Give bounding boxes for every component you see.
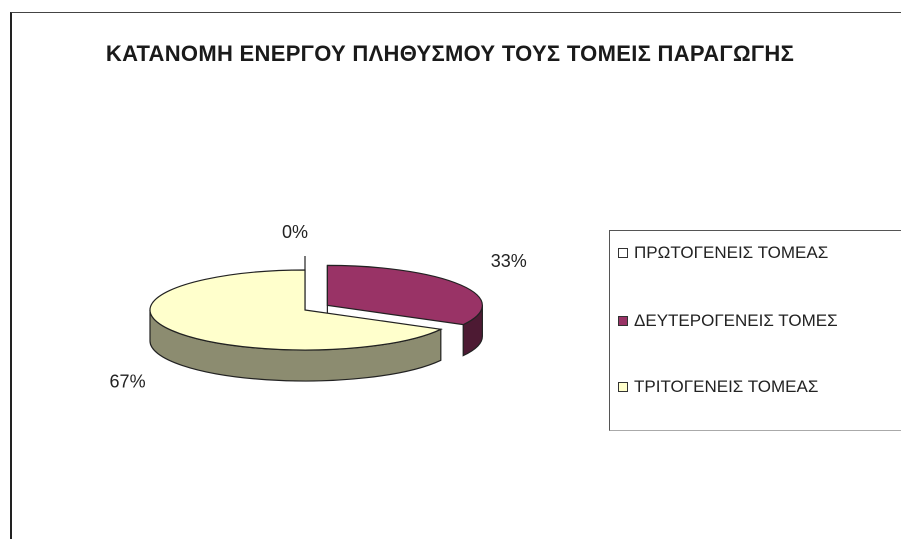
pie-tops (149, 256, 483, 351)
chart-frame (10, 12, 901, 539)
chart-title: ΚΑΤΑΝΟΜΗ ΕΝΕΡΓΟΥ ΠΛΗΘΥΣΜΟΥ ΤΟΥΣ ΤΟΜΕΙΣ Π… (105, 41, 795, 66)
legend-item-primary: ΠΡΩΤΟΓΕΝΕΙΣ ΤΟΜΕΑΣ (618, 241, 899, 265)
legend-label-tertiary: ΤΡΙΤΟΓΕΝΕΙΣ ΤΟΜΕΑΣ (634, 377, 819, 396)
pie-slice-2 (149, 269, 443, 351)
data-label-1: 33% (491, 251, 527, 271)
legend-swatch-tertiary (618, 382, 628, 392)
data-label-2: 67% (110, 371, 146, 391)
data-label-0: 0% (282, 222, 308, 242)
legend-label-secondary: ΔΕΥΤΕΡΟΓΕΝΕΙΣ ΤΟΜΕΣ (634, 311, 838, 330)
legend-label-primary: ΠΡΩΤΟΓΕΝΕΙΣ ΤΟΜΕΑΣ (634, 243, 829, 262)
legend-item-tertiary: ΤΡΙΤΟΓΕΝΕΙΣ ΤΟΜΕΑΣ (618, 375, 899, 399)
legend-swatch-secondary (618, 316, 628, 326)
pie-slice-1 (326, 264, 483, 326)
legend: ΠΡΩΤΟΓΕΝΕΙΣ ΤΟΜΕΑΣ ΔΕΥΤΕΡΟΓΕΝΕΙΣ ΤΟΜΕΣ Τ… (609, 230, 901, 431)
legend-swatch-primary (618, 248, 628, 258)
pie-chart: 0% 33% 67% (110, 222, 527, 391)
legend-item-secondary: ΔΕΥΤΕΡΟΓΕΝΕΙΣ ΤΟΜΕΣ (618, 309, 899, 333)
